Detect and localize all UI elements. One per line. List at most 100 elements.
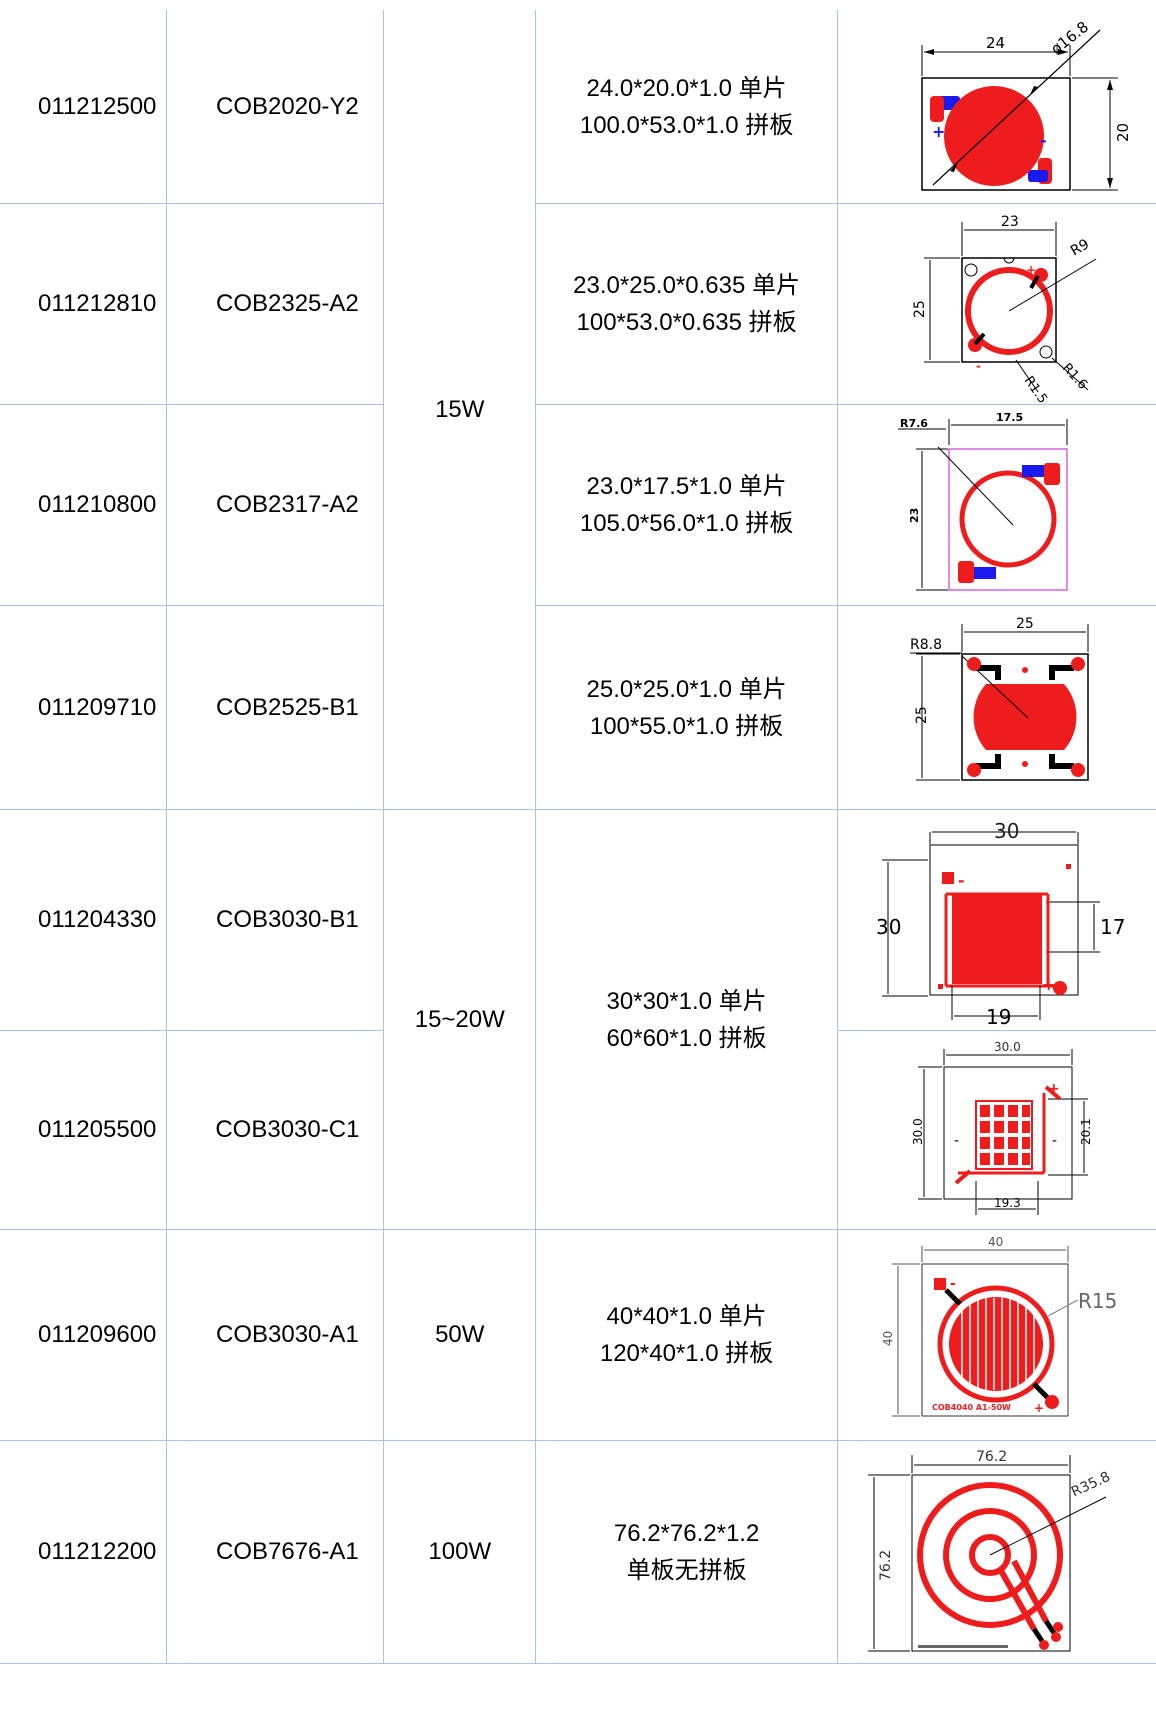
product-code: 011204330 xyxy=(0,809,168,1031)
height-label: 76.2 xyxy=(878,1550,894,1581)
dimensions-cell: 30*30*1.0 单片 60*60*1.0 拼板 xyxy=(535,809,838,1230)
product-code: 011205500 xyxy=(0,1030,168,1230)
height-label: 30.0 xyxy=(911,1118,925,1145)
product-code: 011212810 xyxy=(0,203,168,405)
dims-single: 24.0*20.0*1.0 单片 xyxy=(586,74,787,102)
led-area xyxy=(943,86,1044,186)
drawing-cell: 23 25 R9 + - R1.5 R1.6 xyxy=(836,203,1156,405)
minus-mark: - xyxy=(958,871,965,890)
width-label: 17.5 xyxy=(996,411,1023,424)
dimensions-cell: 24.0*20.0*1.0 单片 100.0*53.0*1.0 拼板 xyxy=(535,10,838,204)
led-ring xyxy=(937,1285,1055,1403)
model-name: COB2325-A2 xyxy=(166,203,385,405)
size-label: 20.1 xyxy=(1079,1118,1093,1145)
led-ring xyxy=(964,267,1053,355)
radius-label: R15 xyxy=(1078,1289,1117,1313)
width-label: 40 xyxy=(988,1235,1003,1249)
board-outline xyxy=(943,1066,1073,1200)
radius-label: R8.8 xyxy=(910,637,942,653)
cob-drawing: 23 25 R9 + - R1.5 R1.6 xyxy=(912,214,1097,404)
radius-label: R9 xyxy=(1068,236,1092,259)
model-name: COB3030-C1 xyxy=(166,1030,385,1230)
dims-single: 30*30*1.0 单片 xyxy=(606,987,767,1015)
width-label: 23 xyxy=(1001,214,1019,230)
model-name: COB3030-B1 xyxy=(166,809,385,1031)
product-code: 011212500 xyxy=(0,10,168,204)
cob-spec-table: 011212500 COB2020-Y2 15W 24.0*20.0*1.0 单… xyxy=(0,10,1156,1664)
dims-panel: 100*53.0*0.635 拼板 xyxy=(576,309,797,336)
board-outline xyxy=(961,257,1057,363)
minus-mark: - xyxy=(1052,1133,1057,1149)
cob-drawing: 25 R8.8 25 xyxy=(909,616,1089,781)
plus-mark: + xyxy=(1048,1081,1060,1097)
dims-single: 23.0*25.0*0.635 单片 xyxy=(573,272,800,299)
board-marking: COB4040 A1-50W xyxy=(932,1403,1011,1412)
pad-red xyxy=(957,561,974,583)
bottom-label: 19.3 xyxy=(994,1196,1021,1210)
pad-red xyxy=(929,96,944,122)
cob-drawing: 30 30 17 - + 19 xyxy=(876,819,1125,1029)
drawing-cell: 30.0 30.0 20.1 + - xyxy=(836,1030,1156,1230)
table-row: 011209600 COB3030-A1 50W 40*40*1.0 单片 12… xyxy=(0,1229,1156,1441)
led-array xyxy=(974,1100,1033,1170)
board-outline xyxy=(911,1474,1071,1652)
board-outline xyxy=(961,653,1089,781)
width-label: 24 xyxy=(986,34,1005,52)
table-row: 011210800 COB2317-A2 23.0*17.5*1.0 单片 10… xyxy=(0,404,1156,606)
bottom-label: 19 xyxy=(986,1005,1011,1029)
dimensions-cell: 25.0*25.0*1.0 单片 100*55.0*1.0 拼板 xyxy=(535,605,838,810)
plus-mark: + xyxy=(932,122,945,141)
radius-label: R35.8 xyxy=(1069,1469,1113,1501)
model-name: COB2020-Y2 xyxy=(166,10,385,204)
table-row: 011204330 COB3030-B1 15~20W 30*30*1.0 单片… xyxy=(0,809,1156,1230)
height-label: 25 xyxy=(914,706,930,724)
led-area xyxy=(948,1297,1043,1391)
cob-drawing: 17.5 R7.6 23 xyxy=(897,411,1068,591)
product-code: 011209710 xyxy=(0,605,168,810)
dims-panel: 单板无拼板 xyxy=(626,1557,747,1584)
dims-single: 25.0*25.0*1.0 单片 xyxy=(586,675,787,703)
product-code: 011210800 xyxy=(0,404,168,606)
size-label: 17 xyxy=(1100,915,1125,939)
table-row: 011205500 COB3030-C1 30.0 30.0 20.1 xyxy=(0,1030,1156,1230)
dims-single: 40*40*1.0 单片 xyxy=(606,1303,767,1330)
drawing-cell: 76.2 76.2 R35.8 xyxy=(836,1440,1156,1664)
board-outline xyxy=(929,844,1079,996)
led-ring xyxy=(968,1534,1011,1576)
table-row: 011212810 COB2325-A2 23.0*25.0*0.635 单片 … xyxy=(0,203,1156,405)
model-name: COB7676-A1 xyxy=(166,1440,385,1664)
power-rating: 15~20W xyxy=(383,809,537,1230)
dims-single: 23.0*17.5*1.0 单片 xyxy=(586,473,787,500)
minus-mark: - xyxy=(954,1133,959,1149)
height-label: 40 xyxy=(881,1331,895,1346)
height-label: 30 xyxy=(876,915,901,939)
led-ring xyxy=(942,1508,1037,1602)
dimensions-cell: 76.2*76.2*1.2 单板无拼板 xyxy=(535,1440,838,1664)
height-label: 23 xyxy=(908,508,921,523)
table-row: 011212200 COB7676-A1 100W 76.2*76.2*1.2 … xyxy=(0,1440,1156,1664)
dimensions-cell: 23.0*17.5*1.0 单片 105.0*56.0*1.0 拼板 xyxy=(535,404,838,606)
minus-mark: - xyxy=(976,359,981,373)
width-label: 76.2 xyxy=(976,1449,1007,1465)
cob-drawing: 30.0 30.0 20.1 + - xyxy=(911,1040,1093,1215)
dims-panel: 60*60*1.0 拼板 xyxy=(606,1024,767,1052)
pad-red xyxy=(1043,463,1060,485)
board-outline xyxy=(921,1263,1069,1417)
radius-label: R7.6 xyxy=(900,417,928,430)
power-rating: 50W xyxy=(383,1229,537,1441)
cob-drawing: 76.2 76.2 R35.8 xyxy=(867,1449,1113,1652)
radius-small-label: R1.5 xyxy=(1021,374,1050,404)
led-area xyxy=(951,894,1042,984)
led-area xyxy=(973,684,1077,750)
drawing-cell: 30 30 17 - + 19 xyxy=(836,809,1156,1031)
plus-mark: + xyxy=(1026,263,1036,277)
dimensions-cell: 23.0*25.0*0.635 单片 100*53.0*0.635 拼板 xyxy=(535,203,838,405)
led-ring xyxy=(959,470,1057,568)
product-code: 011209600 xyxy=(0,1229,168,1441)
plus-mark: + xyxy=(1034,1401,1044,1415)
minus-mark: - xyxy=(1040,131,1047,150)
power-rating: 100W xyxy=(383,1440,537,1664)
dims-panel: 105.0*56.0*1.0 拼板 xyxy=(579,510,794,537)
pad-blue xyxy=(1027,170,1048,182)
model-name: COB2525-B1 xyxy=(166,605,385,810)
